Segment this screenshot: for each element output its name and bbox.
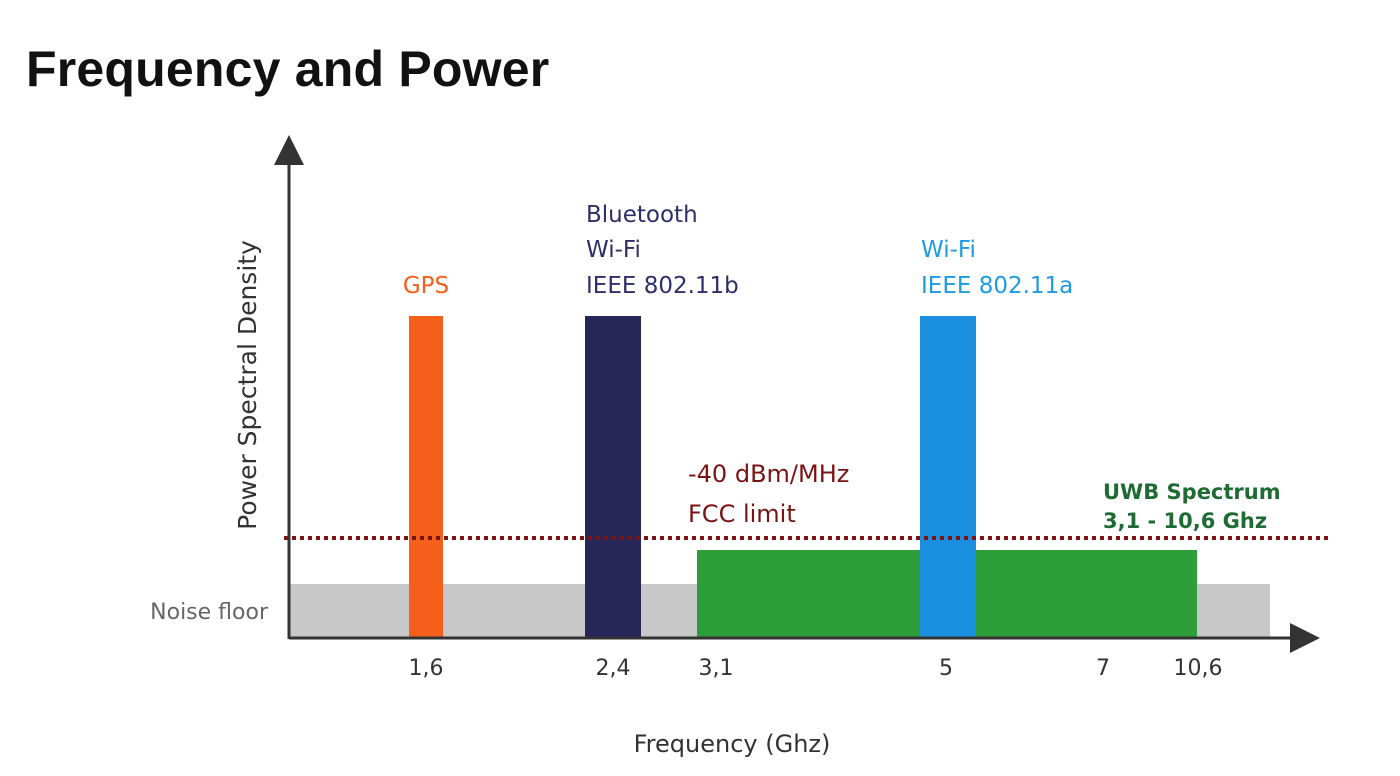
x-tick-label: 1,6 <box>409 656 444 681</box>
band-bar-wifi-a <box>920 316 976 638</box>
y-axis-label: Power Spectral Density <box>233 240 262 530</box>
band-label-bluetooth: Wi-Fi <box>586 237 641 263</box>
band-bar-bluetooth <box>585 316 641 638</box>
x-tick-label: 3,1 <box>699 656 734 681</box>
band-label-bluetooth: Bluetooth <box>586 202 698 228</box>
band-label-wifi-a: IEEE 802.11a <box>921 273 1073 299</box>
band-label-gps: GPS <box>403 273 449 299</box>
uwb-spectrum-label: 3,1 - 10,6 Ghz <box>1103 509 1267 533</box>
band-label-bluetooth: IEEE 802.11b <box>586 273 739 299</box>
band-bar-gps <box>409 316 443 638</box>
fcc-limit-label: FCC limit <box>688 500 796 528</box>
page-title: Frequency and Power <box>26 41 550 97</box>
x-tick-label: 5 <box>939 656 953 681</box>
fcc-limit-label: -40 dBm/MHz <box>688 460 849 488</box>
x-tick-label: 10,6 <box>1174 656 1223 681</box>
x-axis-label: Frequency (Ghz) <box>634 730 831 758</box>
x-tick-label: 2,4 <box>596 656 631 681</box>
noise-floor-label: Noise floor <box>150 600 269 625</box>
band-label-wifi-a: Wi-Fi <box>921 237 976 263</box>
uwb-spectrum-label: UWB Spectrum <box>1103 480 1281 504</box>
x-tick-label: 7 <box>1096 656 1110 681</box>
